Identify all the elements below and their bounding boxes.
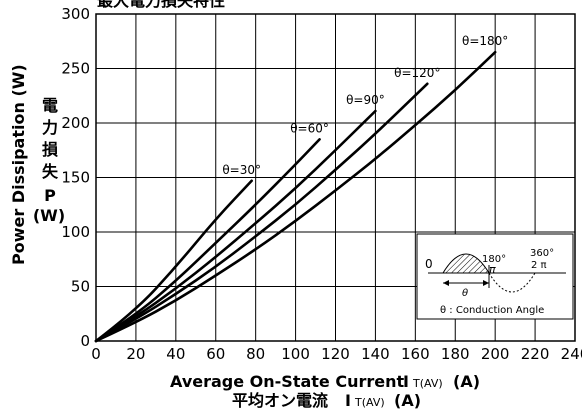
grid xyxy=(95,13,576,342)
x-tick-label: 60 xyxy=(206,345,225,363)
x-axis-label-jp: 平均オン電流 xyxy=(232,391,328,410)
series-label: θ=120° xyxy=(394,66,440,80)
inset-180-label: 180° xyxy=(482,254,506,265)
inset-caption: θ : Conduction Angle xyxy=(440,305,544,316)
series-line xyxy=(94,82,429,343)
inset-arrow-left xyxy=(443,280,449,286)
y-axis-label: Power Dissipation (W) xyxy=(9,64,28,265)
plot-frame xyxy=(95,13,576,342)
y-axis-label-jp-4: 失 xyxy=(42,162,59,181)
x-axis-label: Average On-State Current xyxy=(170,372,404,391)
series-line xyxy=(94,179,253,343)
inset-arrow-right xyxy=(483,280,489,286)
x-tick-label: 180 xyxy=(441,345,470,363)
y-tick-label: 150 xyxy=(61,169,90,187)
y-axis-label-jp-3: 損 xyxy=(42,140,59,159)
x-tick-labels: 0 20 40 60 80 100 120 140 160 180 200 220 240 xyxy=(91,345,582,363)
x-axis-symbol-jp: I xyxy=(345,391,351,410)
x-axis-unit-jp: (A) xyxy=(394,391,421,410)
series-label: θ=60° xyxy=(290,121,329,135)
y-tick-label: 200 xyxy=(61,114,90,132)
series-label: θ=30° xyxy=(222,163,261,177)
y-tick-label: 50 xyxy=(71,278,90,296)
x-tick-label: 20 xyxy=(126,345,145,363)
conduction-angle-inset: 0 180° π 360° 2 π θ θ : Conduction Angle xyxy=(416,233,574,320)
inset-zero-label: 0 xyxy=(425,257,433,271)
x-tick-label: 40 xyxy=(166,345,185,363)
x-tick-label: 0 xyxy=(91,345,101,363)
inset-frame xyxy=(416,233,574,320)
y-tick-label: 300 xyxy=(61,5,90,23)
x-tick-label: 140 xyxy=(361,345,390,363)
x-axis-subscript-jp: T(AV) xyxy=(354,396,385,409)
x-axis-symbol: I xyxy=(403,372,409,391)
x-axis-unit: (A) xyxy=(453,372,480,391)
x-axis-subscript: T(AV) xyxy=(412,377,443,390)
series-labels: θ=30° θ=60° θ=90° θ=120° θ=180° xyxy=(222,34,508,177)
y-axis-label-jp-2: 力 xyxy=(42,118,58,137)
y-axis-label-jp-symbol: P xyxy=(44,186,56,205)
inset-360-label: 360° xyxy=(530,248,554,259)
inset-pi-label: π xyxy=(489,263,496,276)
x-tick-label: 120 xyxy=(321,345,350,363)
inset-theta-label: θ xyxy=(462,288,468,299)
y-axis-label-jp-unit: (W) xyxy=(33,206,65,225)
series-line xyxy=(94,50,497,343)
inset-2pi-label: 2 π xyxy=(531,260,547,271)
series-lines xyxy=(94,50,497,343)
series-label: θ=180° xyxy=(462,34,508,48)
y-axis-label-jp-1: 電 xyxy=(42,96,58,115)
x-tick-label: 240 xyxy=(561,345,582,363)
y-tick-label: 250 xyxy=(61,60,90,78)
x-tick-label: 160 xyxy=(401,345,430,363)
x-tick-label: 220 xyxy=(521,345,550,363)
x-tick-label: 200 xyxy=(481,345,510,363)
y-tick-label: 100 xyxy=(61,223,90,241)
y-tick-label: 0 xyxy=(80,332,90,350)
series-line xyxy=(94,109,377,343)
series-line xyxy=(94,138,321,343)
x-tick-label: 100 xyxy=(281,345,310,363)
y-tick-labels: 0 50 100 150 200 250 300 xyxy=(61,5,90,350)
chart-title: 最大電力損失特性 xyxy=(97,0,225,10)
series-label: θ=90° xyxy=(346,93,385,107)
x-tick-label: 80 xyxy=(246,345,265,363)
